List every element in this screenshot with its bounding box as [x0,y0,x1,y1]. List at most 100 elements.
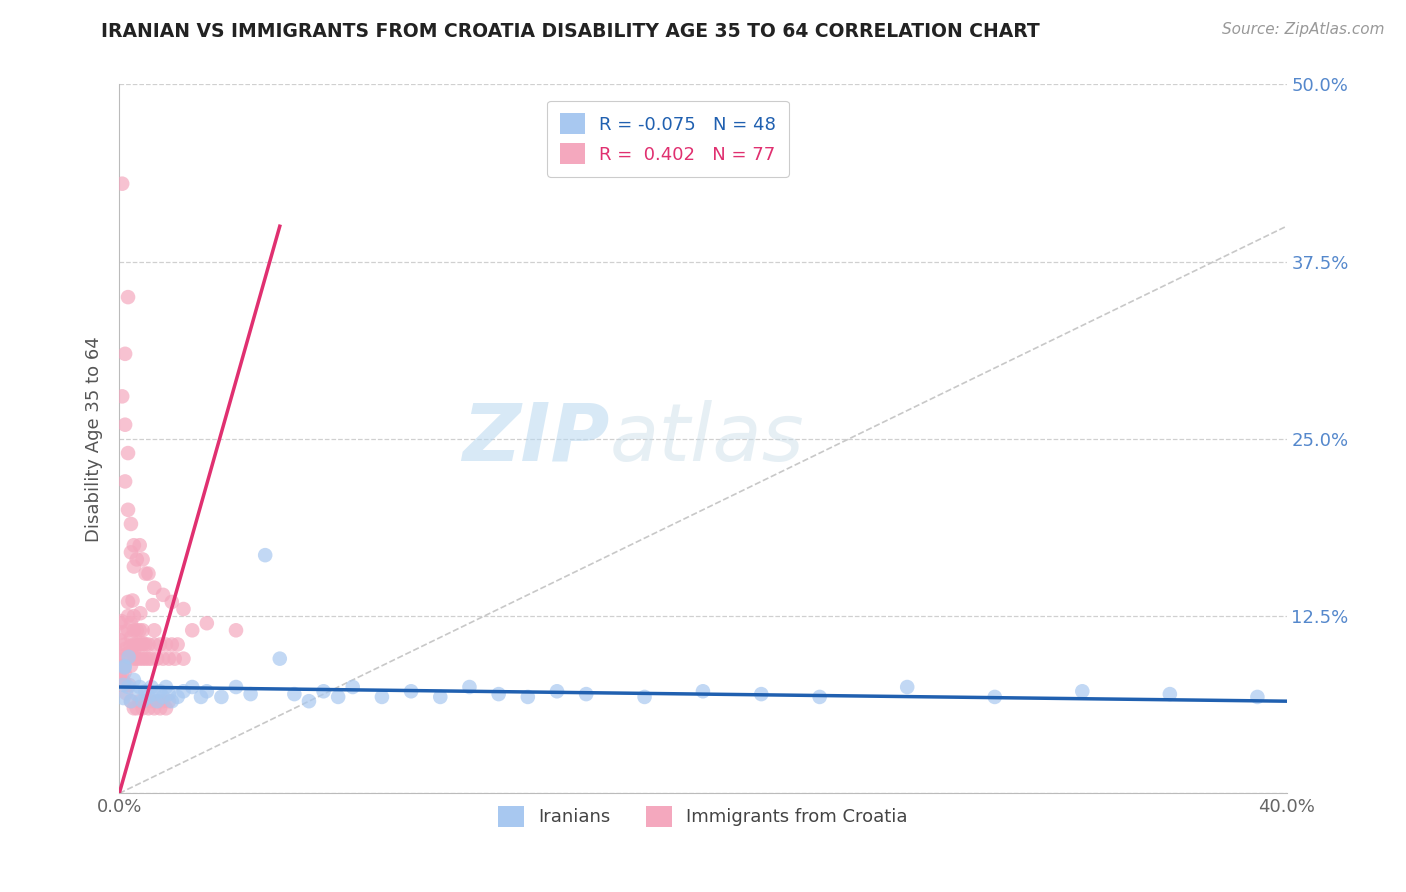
Point [160,595,183,609]
Point [458,680,481,694]
Point [157,651,180,665]
Point [1246,690,1268,704]
Point [225,624,247,638]
Point [1071,684,1094,698]
Point [111,665,134,680]
Point [108,670,131,684]
Point [114,665,136,680]
Point [143,581,166,595]
Point [128,538,150,552]
Point [117,609,139,624]
Point [181,624,204,638]
Point [114,417,136,432]
Point [120,516,142,531]
Point [749,687,772,701]
Text: atlas: atlas [610,400,804,478]
Point [117,595,139,609]
Point [143,687,166,701]
Text: IRANIAN VS IMMIGRANTS FROM CROATIA DISABILITY AGE 35 TO 64 CORRELATION CHART: IRANIAN VS IMMIGRANTS FROM CROATIA DISAB… [101,22,1040,41]
Point [896,680,918,694]
Point [120,616,142,631]
Point [111,625,134,640]
Point [157,694,180,708]
Point [125,701,148,715]
Point [128,680,150,694]
Point [131,624,153,638]
Point [195,616,218,631]
Point [152,651,174,665]
Point [114,475,136,489]
Point [516,690,538,704]
Point [146,694,169,708]
Point [152,588,174,602]
Point [118,678,141,692]
Point [429,690,451,704]
Point [166,638,188,652]
Point [114,347,136,361]
Point [143,701,166,715]
Point [125,638,148,652]
Point [111,660,134,674]
Point [112,659,135,673]
Point [312,684,335,698]
Point [114,660,136,674]
Point [131,552,153,566]
Point [149,638,172,652]
Point [128,638,150,652]
Point [141,694,163,708]
Point [239,687,262,701]
Point [269,651,291,665]
Point [283,687,305,701]
Point [112,675,135,690]
Point [122,701,145,715]
Point [120,644,142,658]
Point [128,651,150,665]
Point [546,684,568,698]
Point [122,538,145,552]
Point [131,701,153,715]
Point [155,638,177,652]
Point [131,651,153,665]
Point [120,631,142,645]
Point [114,648,136,663]
Point [120,694,142,708]
Point [143,624,166,638]
Point [488,687,510,701]
Point [120,545,142,559]
Point [160,694,183,708]
Point [209,690,232,704]
Point [108,647,131,661]
Point [808,690,831,704]
Point [120,694,142,708]
Point [172,602,194,616]
Point [135,638,157,652]
Point [157,687,180,701]
Point [342,680,364,694]
Point [122,638,145,652]
Point [152,690,174,704]
Point [114,641,136,656]
Point [112,678,135,692]
Point [135,684,157,698]
Point [122,673,145,687]
Point [138,638,160,652]
Point [117,290,139,304]
Point [135,566,157,581]
Point [128,624,150,638]
Point [117,624,139,638]
Point [114,638,136,652]
Point [225,680,247,694]
Point [111,389,134,403]
Point [135,694,157,708]
Point [111,177,134,191]
Point [135,651,157,665]
Point [114,659,136,673]
Point [122,651,145,665]
Point [984,690,1007,704]
Point [149,701,172,715]
Point [128,694,150,708]
Point [298,694,321,708]
Point [166,690,188,704]
Point [110,614,132,628]
Point [131,638,153,652]
